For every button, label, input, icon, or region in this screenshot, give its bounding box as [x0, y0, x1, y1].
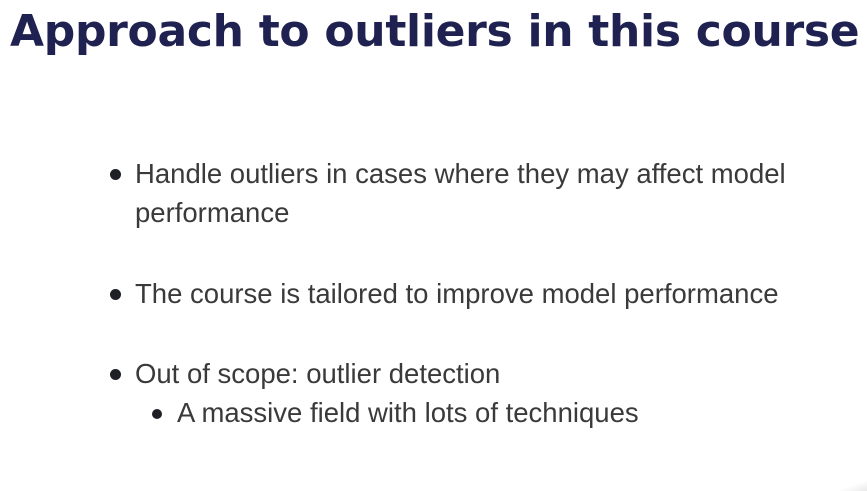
bullet-item: The course is tailored to improve model …: [110, 274, 860, 313]
sub-bullet-list: A massive field with lots of techniques: [135, 393, 860, 432]
bullet-text: Out of scope: outlier detection: [135, 358, 501, 389]
bullet-text: The course is tailored to improve model …: [135, 278, 779, 309]
bullet-text: Handle outliers in cases where they may …: [135, 158, 786, 228]
sub-bullet-text: A massive field with lots of techniques: [177, 397, 639, 428]
bullet-list: Handle outliers in cases where they may …: [110, 154, 860, 432]
bullet-dot-icon: [110, 369, 121, 380]
page-corner-shadow: [837, 477, 867, 491]
bullet-item: Out of scope: outlier detection A massiv…: [110, 354, 860, 432]
bullet-dot-icon: [110, 289, 121, 300]
slide-title: Approach to outliers in this course: [10, 6, 860, 57]
bullet-dot-icon: [110, 169, 121, 180]
sub-bullet-item: A massive field with lots of techniques: [152, 393, 860, 432]
bullet-dot-icon: [152, 409, 162, 419]
bullet-item: Handle outliers in cases where they may …: [110, 154, 860, 232]
